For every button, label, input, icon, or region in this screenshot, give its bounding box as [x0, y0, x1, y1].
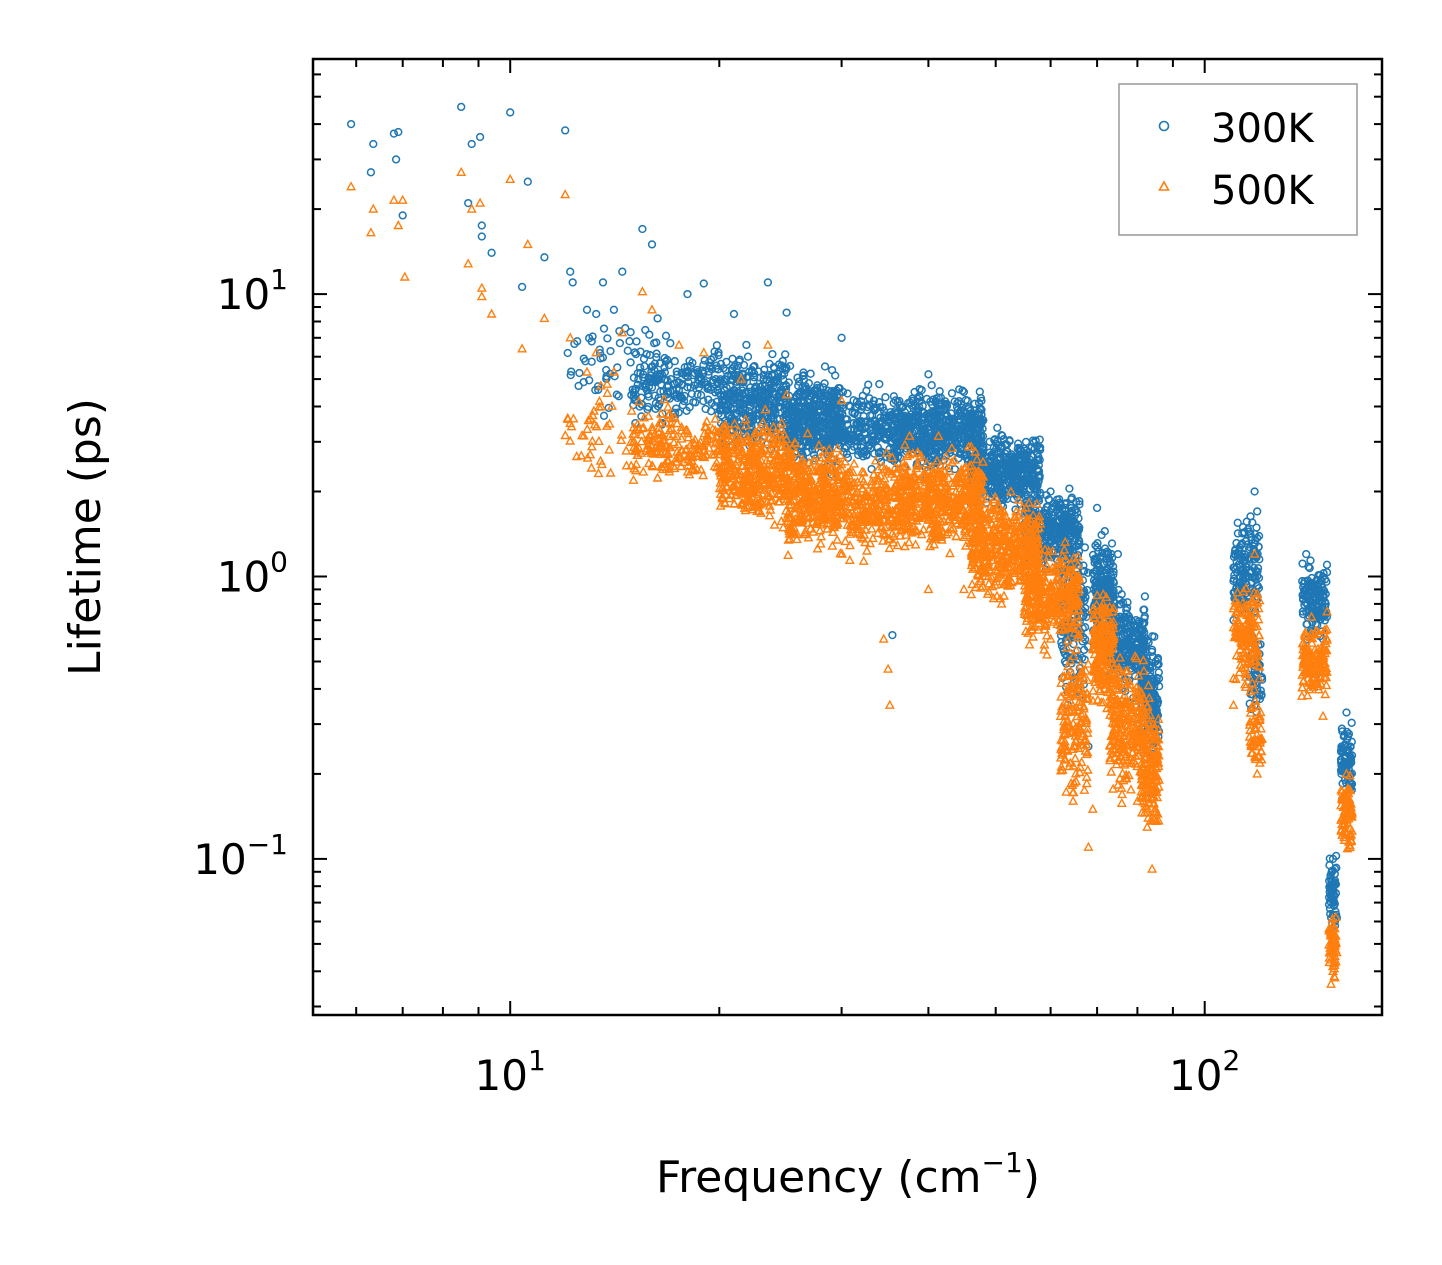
data-point-300k-237	[662, 382, 672, 391]
data-point-300k-335	[714, 351, 723, 360]
data-point-300k-259	[699, 396, 708, 406]
data-point-300k-300	[698, 366, 707, 375]
data-point-300k-365	[646, 377, 655, 387]
data-point-300k-233	[779, 369, 789, 378]
data-point-300k-367	[694, 376, 704, 385]
data-point-300k-27	[612, 390, 621, 399]
data-point-300k-32	[603, 334, 612, 343]
data-point-300k-145	[682, 406, 691, 415]
data-point-300k-301	[683, 372, 692, 382]
data-point-300k-192	[699, 360, 708, 370]
data-point-300k-52	[641, 325, 650, 335]
data-point-300k-369	[704, 382, 713, 391]
data-point-300k-362	[630, 385, 640, 395]
data-point-300k-200	[781, 350, 790, 359]
data-point-300k-34	[652, 338, 661, 347]
data-point-300k-379	[653, 402, 663, 411]
data-point-300k-57	[579, 377, 588, 387]
data-point-300k-343	[689, 397, 698, 407]
data-point-300k-280	[680, 391, 689, 401]
data-point-300k-49	[575, 368, 584, 378]
data-point-300k-310	[739, 360, 749, 370]
data-point-300k-308	[650, 366, 659, 375]
data-point-300k-28	[614, 392, 623, 401]
data-point-300k-24	[599, 324, 609, 333]
points-layer	[346, 102, 1357, 988]
data-point-300k-39	[652, 349, 661, 358]
data-point-300k-331	[687, 389, 696, 398]
data-point-300k-141	[714, 348, 723, 357]
data-point-300k-353	[670, 357, 679, 366]
data-point-300k-51	[599, 411, 609, 420]
data-point-300k-41	[567, 367, 576, 376]
data-point-300k-171	[672, 370, 682, 379]
data-point-300k-317	[639, 354, 649, 364]
data-point-300k-29	[630, 348, 639, 357]
data-point-300k-6	[661, 331, 671, 340]
data-point-300k-59	[626, 358, 635, 367]
data-point-300k-4	[604, 403, 613, 413]
data-point-300k-35	[563, 348, 572, 358]
data-point-300k-409	[820, 379, 829, 388]
data-point-300k-370	[660, 353, 669, 363]
data-point-300k-361	[680, 363, 689, 372]
data-point-300k-265	[769, 362, 778, 372]
data-point-300k-306	[664, 360, 674, 370]
data-point-300k-44	[574, 381, 583, 391]
data-point-300k-341	[768, 349, 777, 359]
data-point-300k-288	[688, 358, 697, 367]
data-point-300k-54	[591, 385, 600, 395]
data-point-300k-226	[663, 390, 672, 399]
data-point-300k-371	[634, 375, 643, 384]
data-point-300k-347	[636, 347, 645, 356]
data-point-300k-295	[638, 381, 647, 391]
data-point-300k-348	[729, 362, 739, 371]
data-point-300k-48	[615, 338, 625, 348]
data-point-300k-110	[760, 365, 769, 374]
data-point-300k-351	[676, 393, 685, 402]
data-point-300k-382	[721, 366, 731, 375]
data-point-300k-55	[579, 354, 588, 363]
data-point-300k-324	[666, 374, 676, 384]
data-point-300k-85	[672, 367, 681, 376]
data-point-300k-15	[606, 346, 615, 356]
data-point-300k-40	[631, 349, 641, 359]
data-point-300k-327	[674, 408, 683, 417]
data-point-300k-377	[701, 404, 710, 414]
data-point-300k-30	[645, 330, 654, 339]
data-point-300k-244	[650, 376, 660, 385]
data-point-300k-374	[707, 365, 717, 374]
data-point-300k-302	[648, 362, 657, 371]
data-point-300k-285	[742, 340, 751, 350]
data-point-300k-320	[778, 363, 787, 373]
data-point-300k-332	[655, 375, 664, 384]
data-point-300k-251	[712, 341, 722, 350]
data-point-300k-56	[602, 365, 611, 375]
data-point-300k-228	[702, 380, 711, 390]
data-point-300k-50	[585, 376, 594, 385]
data-point-300k-271	[692, 365, 702, 375]
data-point-300k-47	[598, 353, 608, 362]
data-point-300k-158	[660, 368, 669, 377]
data-point-300k-346	[688, 370, 698, 380]
data-point-300k-19	[566, 370, 575, 380]
data-point-300k-373	[683, 383, 692, 392]
data-point-300k-378	[709, 353, 718, 362]
data-point-300k-45	[610, 372, 619, 381]
data-point-300k-26	[626, 328, 635, 337]
